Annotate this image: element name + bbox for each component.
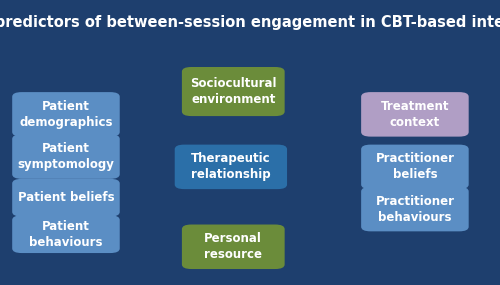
Text: Therapeutic
relationship: Therapeutic relationship (191, 152, 270, 181)
FancyBboxPatch shape (174, 144, 287, 189)
Text: Practitioner
beliefs: Practitioner beliefs (376, 152, 454, 181)
Text: Patient
demographics: Patient demographics (19, 100, 112, 129)
Text: Practitioner
behaviours: Practitioner behaviours (376, 195, 454, 224)
Text: Patient
behaviours: Patient behaviours (29, 220, 102, 249)
FancyBboxPatch shape (361, 144, 469, 189)
Text: Patient
symptomology: Patient symptomology (18, 142, 114, 171)
FancyBboxPatch shape (12, 92, 120, 137)
FancyBboxPatch shape (12, 179, 120, 217)
Text: Treatment
context: Treatment context (380, 100, 449, 129)
FancyBboxPatch shape (361, 187, 469, 231)
Text: Sociocultural
environment: Sociocultural environment (190, 77, 276, 106)
FancyBboxPatch shape (12, 215, 120, 253)
Text: Patient beliefs: Patient beliefs (18, 191, 114, 204)
FancyBboxPatch shape (182, 225, 284, 269)
FancyBboxPatch shape (361, 92, 469, 137)
FancyBboxPatch shape (182, 67, 284, 116)
Text: Personal
resource: Personal resource (204, 232, 262, 261)
FancyBboxPatch shape (12, 134, 120, 179)
Text: Explored predictors of between-session engagement in CBT-based interventions: Explored predictors of between-session e… (0, 15, 500, 30)
